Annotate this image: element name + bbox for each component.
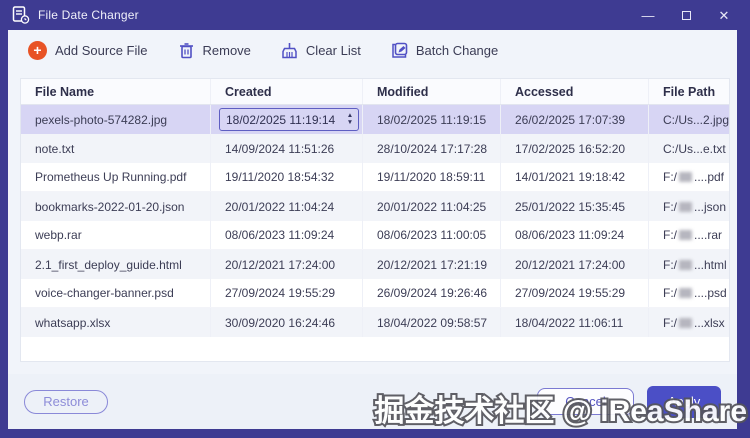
- trash-icon: [179, 42, 193, 58]
- cell-file-name: pexels-photo-574282.jpg: [21, 105, 211, 134]
- minimize-button[interactable]: —: [641, 7, 655, 23]
- remove-label: Remove: [202, 42, 251, 58]
- redacted-path-blur: [679, 288, 692, 298]
- add-source-file-button[interactable]: + Add Source File: [28, 40, 148, 60]
- cell-file-path: F:/...html: [663, 257, 727, 272]
- cell-file-path: F:/...json: [663, 199, 727, 214]
- cell-file-path: F:/...xlsx: [663, 315, 725, 330]
- table-row[interactable]: whatsapp.xlsx 30/09/2020 16:24:46 18/04/…: [21, 308, 729, 337]
- cell-file-name: 2.1_first_deploy_guide.html: [21, 250, 211, 279]
- toolbar: + Add Source File Remove: [8, 30, 737, 70]
- redacted-path-blur: [679, 317, 692, 328]
- redacted-path-blur: [679, 230, 692, 240]
- clear-list-button[interactable]: Clear List: [281, 42, 361, 59]
- spin-up-icon[interactable]: ▲: [346, 111, 354, 119]
- table-row[interactable]: pexels-photo-574282.jpg 18/02/2025 11:19…: [21, 105, 729, 134]
- created-date-value: 18/02/2025 11:19:14: [226, 112, 336, 127]
- restore-button[interactable]: Restore: [24, 389, 108, 414]
- batch-change-label: Batch Change: [415, 42, 499, 58]
- cell-file-name: note.txt: [21, 134, 211, 163]
- cell-modified: 20/12/2021 17:21:19: [363, 250, 501, 279]
- cell-file-name: webp.rar: [21, 221, 211, 249]
- cell-created: 30/09/2020 16:24:46: [211, 308, 363, 337]
- redacted-path-blur: [679, 201, 692, 212]
- cell-created: 20/12/2021 17:24:00: [211, 250, 363, 279]
- cell-file-name: Prometheus Up Running.pdf: [21, 163, 211, 191]
- cell-accessed: 20/12/2021 17:24:00: [501, 250, 649, 279]
- cell-modified: 08/06/2023 11:00:05: [363, 221, 501, 249]
- file-clock-icon: [12, 6, 30, 24]
- cell-file-path: C:/Us...e.txt: [663, 141, 726, 156]
- column-header-created[interactable]: Created: [211, 79, 363, 104]
- cell-file-name: whatsapp.xlsx: [21, 308, 211, 337]
- spinner-arrows[interactable]: ▲ ▼: [342, 109, 358, 130]
- created-date-editor[interactable]: 18/02/2025 11:19:14 ▲ ▼: [219, 108, 359, 131]
- clear-list-label: Clear List: [305, 42, 361, 58]
- close-button[interactable]: ✕: [718, 7, 730, 23]
- remove-button[interactable]: Remove: [178, 42, 251, 59]
- table-row[interactable]: bookmarks-2022-01-20.json 20/01/2022 11:…: [21, 192, 729, 221]
- cell-modified: 18/04/2022 09:58:57: [363, 308, 501, 337]
- cell-file-path: C:/Us...2.jpg: [663, 112, 729, 127]
- cell-created: 14/09/2024 11:51:26: [211, 134, 363, 163]
- plus-circle-icon: +: [28, 40, 47, 60]
- cell-accessed: 14/01/2021 19:18:42: [501, 163, 649, 191]
- table-body: pexels-photo-574282.jpg 18/02/2025 11:19…: [21, 105, 729, 337]
- cell-modified: 18/02/2025 11:19:15: [363, 105, 501, 134]
- redacted-path-blur: [679, 172, 692, 182]
- table-row[interactable]: webp.rar 08/06/2023 11:09:24 08/06/2023 …: [21, 221, 729, 250]
- cell-created: 27/09/2024 19:55:29: [211, 279, 363, 307]
- window-controls: — ✕: [640, 7, 738, 23]
- cell-created: 19/11/2020 18:54:32: [211, 163, 363, 191]
- redacted-path-blur: [679, 259, 692, 270]
- column-header-accessed[interactable]: Accessed: [501, 79, 649, 104]
- window-body: + Add Source File Remove: [8, 30, 737, 429]
- window-title: File Date Changer: [38, 8, 139, 22]
- table-row[interactable]: note.txt 14/09/2024 11:51:26 28/10/2024 …: [21, 134, 729, 163]
- table-row[interactable]: 2.1_first_deploy_guide.html 20/12/2021 1…: [21, 250, 729, 279]
- cell-accessed: 26/02/2025 17:07:39: [501, 105, 649, 134]
- cell-file-path: F:/....psd: [663, 286, 727, 300]
- footer-bar: Restore Cancel Apply: [8, 374, 737, 429]
- cell-file-path: F:/....pdf: [663, 170, 725, 184]
- edit-copy-icon: [392, 42, 408, 58]
- cell-file-path: F:/....rar: [663, 228, 723, 242]
- cell-modified: 28/10/2024 17:17:28: [363, 134, 501, 163]
- column-header-modified[interactable]: Modified: [363, 79, 501, 104]
- table-row[interactable]: voice-changer-banner.psd 27/09/2024 19:5…: [21, 279, 729, 308]
- cell-file-name: bookmarks-2022-01-20.json: [21, 192, 211, 221]
- add-source-file-label: Add Source File: [55, 42, 148, 58]
- cancel-button[interactable]: Cancel: [537, 388, 634, 415]
- batch-change-button[interactable]: Batch Change: [391, 42, 498, 59]
- cell-created: 20/01/2022 11:04:24: [211, 192, 363, 221]
- cell-modified: 20/01/2022 11:04:25: [363, 192, 501, 221]
- column-header-file-path[interactable]: File Path: [663, 84, 716, 99]
- file-table: File Name Created Modified Accessed File…: [20, 78, 730, 362]
- spin-down-icon[interactable]: ▼: [346, 119, 354, 126]
- cell-file-name: voice-changer-banner.psd: [21, 279, 211, 307]
- maximize-icon: [681, 10, 691, 20]
- cell-accessed: 17/02/2025 16:52:20: [501, 134, 649, 163]
- apply-button[interactable]: Apply: [647, 385, 721, 418]
- table-row[interactable]: Prometheus Up Running.pdf 19/11/2020 18:…: [21, 163, 729, 192]
- maximize-button[interactable]: [678, 7, 694, 23]
- cell-accessed: 08/06/2023 11:09:24: [501, 221, 649, 249]
- broom-icon: [282, 42, 297, 58]
- cell-accessed: 25/01/2022 15:35:45: [501, 192, 649, 221]
- table-header: File Name Created Modified Accessed File…: [21, 79, 729, 105]
- cell-created: 08/06/2023 11:09:24: [211, 221, 363, 249]
- column-header-file-name[interactable]: File Name: [21, 79, 211, 104]
- cell-accessed: 27/09/2024 19:55:29: [501, 279, 649, 307]
- cell-created: 18/02/2025 11:19:14 ▲ ▼: [211, 105, 363, 134]
- title-bar: File Date Changer — ✕: [0, 0, 750, 30]
- cell-modified: 19/11/2020 18:59:11: [363, 163, 501, 191]
- cell-modified: 26/09/2024 19:26:46: [363, 279, 501, 307]
- cell-accessed: 18/04/2022 11:06:11: [501, 308, 649, 337]
